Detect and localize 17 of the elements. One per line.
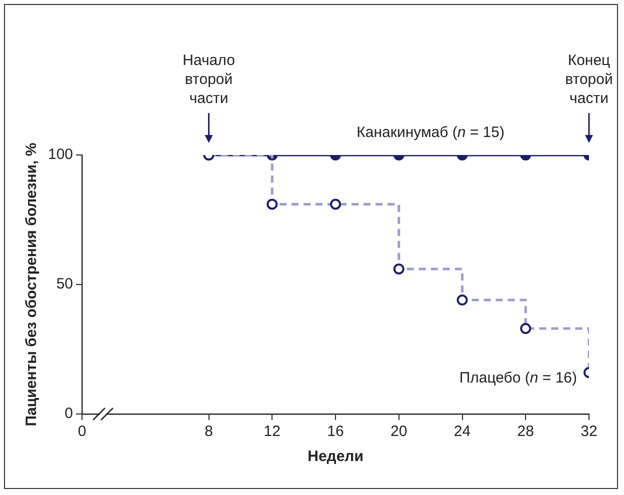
series-label: Плацебо (n = 16) — [459, 370, 578, 387]
x-axis-title: Недели — [308, 448, 364, 466]
text: Конец второй части — [565, 52, 613, 108]
y-tick-label: 0 — [64, 405, 74, 422]
y-tick-label: 100 — [48, 146, 74, 164]
x-tick-label: 12 — [264, 423, 280, 440]
x-tick-label: 28 — [517, 423, 534, 440]
series-label: Канакинумаб (n = 15) — [356, 124, 504, 142]
x-tick-label: 0 — [78, 423, 86, 440]
x-tick-label: 24 — [454, 423, 471, 440]
x-tick-label: 32 — [580, 423, 598, 440]
x-tick-label: 16 — [327, 423, 344, 440]
x-tick-label: 8 — [204, 423, 213, 440]
text: Начало второй части — [182, 52, 235, 108]
x-tick-label: 20 — [390, 423, 408, 440]
y-tick-label: 50 — [56, 276, 74, 293]
y-axis-title: Пациенты без обострения болезни, % — [23, 142, 40, 426]
